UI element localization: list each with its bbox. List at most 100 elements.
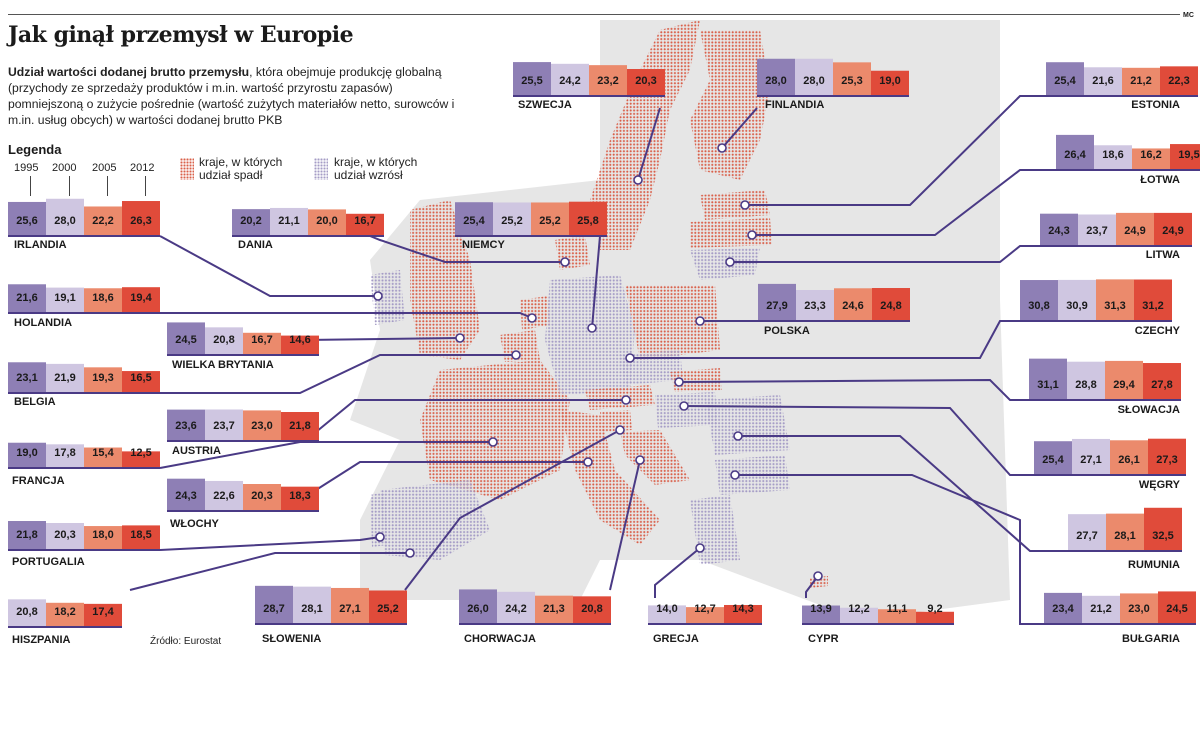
rumunia-bar-2000 — [1068, 514, 1106, 551]
country-panels: 25,6 28,0 22,2 26,3 IRLANDIA 20,2 21,1 20,0 16,7… — [8, 58, 1200, 646]
land-ireland — [370, 270, 405, 325]
szwecja-value-2012: 20,3 — [635, 75, 656, 87]
cypr-bar-2000 — [840, 607, 878, 624]
dania-bar-2012 — [346, 213, 384, 236]
dania-panel: 20,2 21,1 20,0 16,7 DANIA — [232, 207, 384, 251]
rumunia-value-2012: 32,5 — [1152, 530, 1173, 542]
dania-value-2012: 16,7 — [354, 215, 375, 227]
litwa-bar-2005 — [1116, 212, 1154, 246]
polska-bar-2005 — [834, 288, 872, 321]
chorwacja-label: CHORWACJA — [464, 633, 536, 645]
grecja-bar-2012 — [724, 604, 762, 624]
czechy-label: CZECHY — [1135, 325, 1181, 337]
dania-bar-2000 — [270, 207, 308, 236]
legend-rose-swatch — [314, 158, 328, 180]
land-croatia — [620, 430, 690, 485]
wielka-brytania-value-1995: 24,5 — [175, 334, 196, 346]
chorwacja-value-1995: 26,0 — [467, 603, 488, 615]
cypr-bar-2012 — [916, 611, 954, 624]
czechy-value-2005: 31,3 — [1104, 300, 1125, 312]
polska-panel: 27,9 23,3 24,6 24,8 POLSKA — [758, 283, 910, 337]
cypr-bar-2005 — [878, 609, 916, 624]
litwa-leader-line — [730, 245, 1040, 263]
irlandia-value-1995: 25,6 — [16, 215, 37, 227]
description-rest: , która obejmuje produkcję globalną (prz… — [8, 65, 455, 127]
bulgaria-bar-1995 — [1044, 592, 1082, 624]
wielka-brytania-bar-2012 — [281, 335, 319, 355]
litwa-value-2000: 23,7 — [1086, 225, 1107, 237]
francja-bar-1995 — [8, 442, 46, 468]
holandia-bar-2000 — [46, 287, 84, 313]
land-romania — [705, 395, 790, 455]
irlandia-panel: 25,6 28,0 22,2 26,3 IRLANDIA — [8, 198, 160, 251]
belgia-bar-2005 — [84, 367, 122, 393]
dania-value-1995: 20,2 — [240, 215, 261, 227]
lotwa-map-marker — [747, 230, 757, 240]
lotwa-bar-2005 — [1132, 148, 1170, 170]
estonia-leader-line — [745, 95, 1046, 206]
polska-value-2012: 24,8 — [880, 300, 901, 312]
wegry-value-1995: 25,4 — [1042, 454, 1064, 466]
irlandia-leader-line — [159, 235, 378, 297]
land-uk — [410, 200, 480, 360]
grecja-leader-line — [654, 547, 701, 598]
belgia-map-marker — [511, 350, 521, 360]
francja-panel: 19,0 17,8 15,4 12,5 FRANCJA — [8, 442, 160, 487]
wielka-brytania-panel: 24,5 20,8 16,7 14,6 WIELKA BRYTANIA — [167, 322, 319, 371]
czechy-panel: 30,8 30,9 31,3 31,2 CZECHY — [1020, 279, 1181, 337]
cypr-map-marker — [813, 571, 823, 581]
szwecja-bar-2012 — [627, 69, 665, 96]
belgia-value-2005: 19,3 — [92, 372, 113, 384]
legend-fell-line2: udział spadł — [199, 168, 263, 182]
lotwa-bar-2012 — [1170, 144, 1200, 170]
holandia-value-2012: 19,4 — [130, 292, 152, 304]
bulgaria-bar-2000 — [1082, 595, 1120, 624]
niemcy-value-1995: 25,4 — [463, 215, 485, 227]
wielka-brytania-value-2005: 16,7 — [251, 334, 272, 346]
slowacja-value-1995: 31,1 — [1037, 379, 1058, 391]
finlandia-leader-line — [721, 107, 758, 149]
wielka-brytania-bar-2005 — [243, 332, 281, 355]
niemcy-bar-2012 — [569, 201, 607, 236]
estonia-map-marker — [740, 200, 750, 210]
polska-bar-1995 — [758, 283, 796, 321]
cypr-value-2000: 12,2 — [848, 603, 869, 615]
slowenia-value-2012: 25,2 — [377, 603, 398, 615]
niemcy-bar-2005 — [531, 202, 569, 236]
land-estonia — [700, 190, 770, 220]
irlandia-value-2000: 28,0 — [54, 215, 75, 227]
lotwa-bar-2000 — [1094, 145, 1132, 170]
hiszpania-bar-2005 — [46, 602, 84, 627]
finlandia-label: FINLANDIA — [765, 99, 824, 111]
wegry-value-2005: 26,1 — [1118, 454, 1139, 466]
slowenia-panel: 28,7 28,1 27,1 25,2 SŁOWENIA — [255, 585, 407, 645]
bulgaria-map-marker — [730, 470, 740, 480]
finlandia-value-1995: 28,0 — [765, 75, 786, 87]
niemcy-map-marker — [587, 323, 597, 333]
holandia-panel: 21,6 19,1 18,6 19,4 HOLANDIA — [8, 284, 160, 329]
wegry-value-2000: 27,1 — [1080, 454, 1101, 466]
estonia-bar-2000 — [1084, 67, 1122, 96]
niemcy-value-2012: 25,8 — [577, 215, 598, 227]
rumunia-bar-2005 — [1106, 513, 1144, 551]
francja-value-2000: 17,8 — [54, 447, 75, 459]
legend-fell-label: kraje, w których udział spadł — [199, 156, 282, 182]
holandia-value-1995: 21,6 — [16, 292, 37, 304]
wegry-map-marker — [679, 401, 689, 411]
estonia-bar-1995 — [1046, 62, 1084, 96]
wlochy-bar-2005 — [243, 484, 281, 511]
wlochy-value-2000: 22,6 — [213, 490, 234, 502]
holandia-label: HOLANDIA — [14, 317, 72, 329]
slowacja-value-2005: 29,4 — [1113, 379, 1135, 391]
irlandia-bar-2012 — [122, 201, 160, 236]
portugalia-bar-2000 — [46, 523, 84, 550]
czechy-value-2000: 30,9 — [1066, 300, 1087, 312]
niemcy-value-2005: 25,2 — [539, 215, 560, 227]
estonia-value-2005: 21,2 — [1130, 75, 1151, 87]
cypr-label: CYPR — [808, 633, 839, 645]
holandia-bar-2012 — [122, 287, 160, 313]
grecja-bar-2000 — [648, 605, 686, 624]
austria-panel: 23,6 23,7 23,0 21,8 AUSTRIA — [167, 409, 319, 457]
portugalia-panel: 21,8 20,3 18,0 18,5 PORTUGALIA — [8, 521, 160, 568]
slowacja-panel: 31,1 28,8 29,4 27,8 SŁOWACJA — [1029, 358, 1181, 416]
